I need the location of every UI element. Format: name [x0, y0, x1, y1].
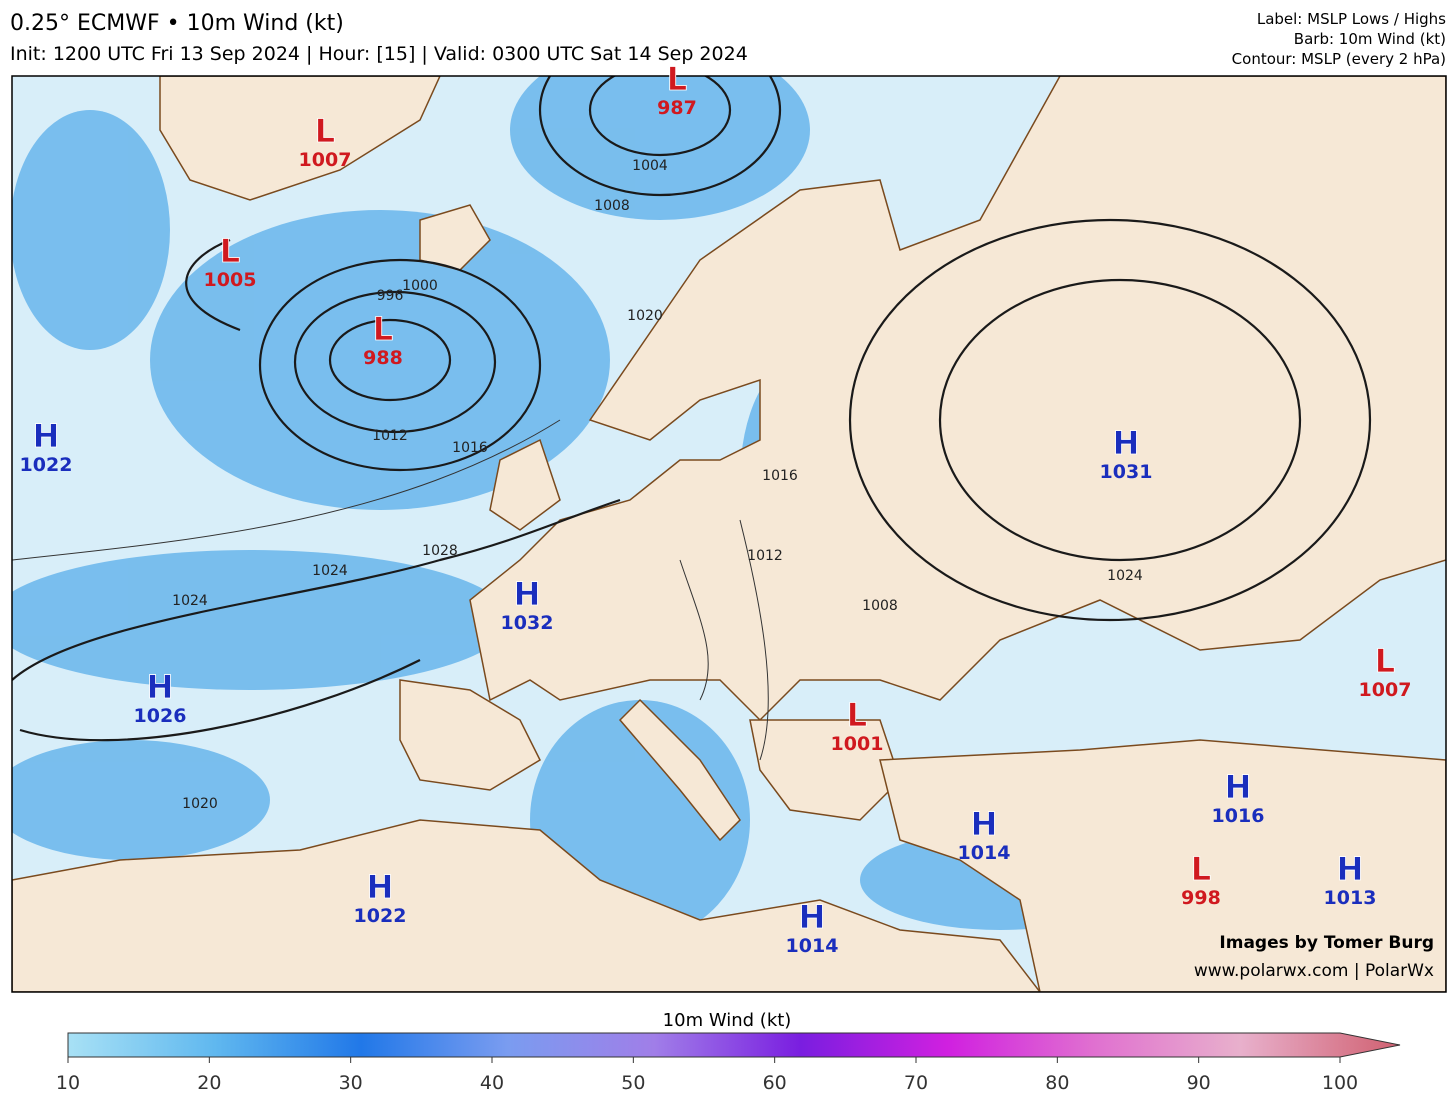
center-letter: L — [1375, 642, 1395, 680]
center-value: 1005 — [204, 269, 257, 291]
isobar-label: 1000 — [402, 278, 438, 294]
center-value: 1016 — [1212, 805, 1265, 827]
center-letter: H — [33, 417, 60, 455]
center-value: 1031 — [1100, 461, 1153, 483]
colorbar-tick-label: 50 — [621, 1072, 645, 1094]
isobar-label: 1012 — [747, 548, 783, 564]
isobar-label: 1012 — [372, 428, 408, 444]
legend-line: Contour: MSLP (every 2 hPa) — [1232, 50, 1446, 68]
legend: Label: MSLP Lows / Highs Barb: 10m Wind (… — [1232, 10, 1447, 68]
isobar-label: 996 — [377, 288, 404, 304]
center-value: 987 — [657, 97, 697, 119]
colorbar-tick-label: 30 — [339, 1072, 363, 1094]
center-letter: L — [1191, 850, 1211, 888]
colorbar-tick-label: 60 — [763, 1072, 787, 1094]
colorbar-label: 10m Wind (kt) — [663, 1010, 792, 1031]
center-value: 1001 — [831, 733, 884, 755]
isobar-label: 1020 — [627, 308, 663, 324]
center-value: 1026 — [134, 705, 187, 727]
center-value: 1014 — [958, 842, 1011, 864]
land — [12, 76, 1446, 992]
isobar-label: 1008 — [862, 598, 898, 614]
center-letter: H — [367, 868, 394, 906]
center-letter: L — [220, 232, 240, 270]
center-letter: H — [1337, 850, 1364, 888]
legend-line: Barb: 10m Wind (kt) — [1294, 30, 1446, 48]
isobar-label: 1024 — [172, 593, 208, 609]
colorbar-tick-label: 70 — [904, 1072, 928, 1094]
legend-line: Label: MSLP Lows / Highs — [1257, 10, 1446, 28]
center-letter: H — [1113, 424, 1140, 462]
center-value: 998 — [1181, 887, 1221, 909]
colorbar — [67, 1032, 1401, 1058]
wind-shading — [12, 76, 1140, 940]
center-value: 1007 — [1359, 679, 1412, 701]
subtitle: Init: 1200 UTC Fri 13 Sep 2024 | Hour: [… — [10, 43, 748, 65]
center-letter: H — [514, 575, 541, 613]
center-letter: L — [373, 310, 393, 348]
colorbar-ticks: 10 20 30 40 50 60 70 80 90 100 — [56, 1057, 1358, 1094]
center-letter: H — [1225, 768, 1252, 806]
isobar-label: 1024 — [1107, 568, 1143, 584]
pressure-centers: L1007L1005L988L987H1022H1032H1026H1031L1… — [20, 60, 1412, 957]
credit: Images by Tomer Burg — [1219, 933, 1434, 953]
title: 0.25° ECMWF • 10m Wind (kt) — [10, 11, 344, 36]
center-letter: H — [971, 805, 998, 843]
map-frame — [11, 75, 1447, 993]
isobar-label: 1028 — [422, 543, 458, 559]
center-value: 1032 — [501, 612, 554, 634]
map — [12, 76, 1446, 992]
isobar-label: 1004 — [632, 158, 668, 174]
colorbar-tick-label: 10 — [56, 1072, 80, 1094]
isobar-label: 1024 — [312, 563, 348, 579]
isobars — [12, 76, 1372, 761]
isobar-label: 1020 — [182, 796, 218, 812]
isobar-label: 1016 — [452, 440, 488, 456]
center-value: 1022 — [354, 905, 407, 927]
center-value: 1007 — [299, 149, 352, 171]
center-value: 988 — [363, 347, 403, 369]
colorbar-tick-label: 20 — [197, 1072, 221, 1094]
center-value: 1013 — [1324, 887, 1377, 909]
center-value: 1014 — [786, 935, 839, 957]
center-letter: L — [847, 696, 867, 734]
center-letter: L — [667, 60, 687, 98]
isobar-label: 1008 — [594, 198, 630, 214]
colorbar-tick-label: 40 — [480, 1072, 504, 1094]
colorbar-tick-label: 100 — [1322, 1072, 1358, 1094]
colorbar-tick-label: 90 — [1187, 1072, 1211, 1094]
center-value: 1022 — [20, 454, 73, 476]
center-letter: H — [799, 898, 826, 936]
isobar-label: 1016 — [762, 468, 798, 484]
center-letter: H — [147, 668, 174, 706]
credit: www.polarwx.com | PolarWx — [1194, 961, 1434, 981]
colorbar-tick-label: 80 — [1045, 1072, 1069, 1094]
center-letter: L — [315, 112, 335, 150]
